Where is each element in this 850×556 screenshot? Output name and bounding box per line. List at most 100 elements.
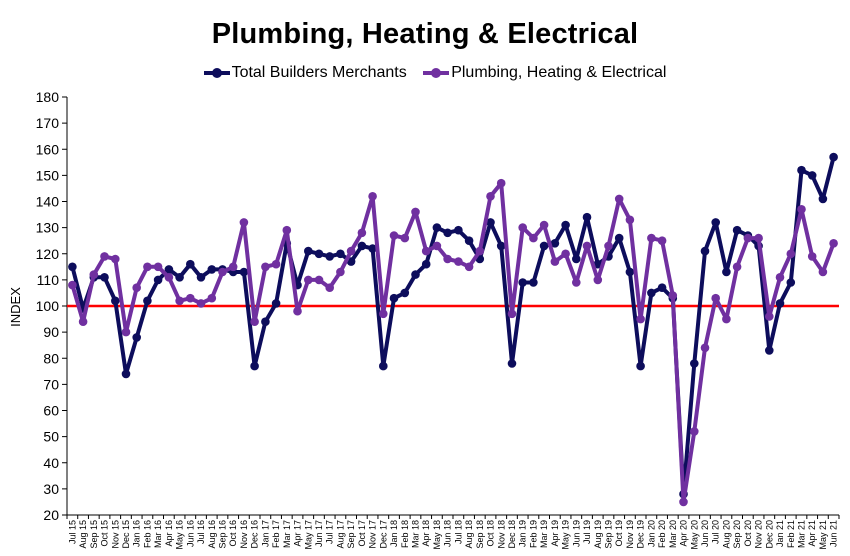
x-tick-label: Apr 19 [550, 520, 560, 547]
data-point-plumbing-heating-electrical [732, 262, 742, 272]
data-point-total-builders-merchants [529, 278, 538, 287]
data-point-total-builders-merchants [775, 299, 785, 308]
x-tick-label: Jun 21 [829, 520, 839, 547]
data-point-total-builders-merchants [368, 244, 377, 253]
x-tick-label: Nov 20 [754, 520, 764, 549]
x-tick-label: Dec 18 [507, 520, 517, 549]
x-tick-label: Jan 18 [389, 520, 399, 547]
data-point-plumbing-heating-electrical [143, 262, 152, 272]
x-tick-label: Mar 18 [410, 520, 420, 548]
data-point-plumbing-heating-electrical [368, 192, 377, 201]
series-plumbing-heating-electrical [68, 178, 838, 507]
data-point-plumbing-heating-electrical [818, 267, 828, 277]
data-point-total-builders-merchants [722, 267, 731, 277]
x-tick-label: Apr 21 [807, 520, 817, 547]
x-tick-label: Oct 18 [486, 520, 496, 547]
y-tick-label: 140 [36, 194, 60, 210]
data-point-plumbing-heating-electrical [293, 306, 302, 316]
data-point-plumbing-heating-electrical [572, 278, 581, 287]
x-tick-label: Jul 16 [196, 520, 206, 544]
data-point-plumbing-heating-electrical [111, 254, 120, 264]
data-point-total-builders-merchants [304, 246, 313, 256]
x-tick-label: May 18 [432, 520, 442, 550]
x-tick-label: Feb 21 [786, 520, 796, 548]
y-tick-label: 130 [36, 220, 60, 236]
data-point-plumbing-heating-electrical [775, 273, 785, 282]
data-point-plumbing-heating-electrical [196, 299, 206, 308]
data-point-total-builders-merchants [196, 273, 206, 282]
x-tick-label: Feb 17 [271, 520, 281, 548]
legend-label-total-builders-merchants: Total Builders Merchants [231, 64, 407, 81]
data-point-plumbing-heating-electrical [582, 241, 592, 251]
series-layer [68, 152, 838, 507]
y-tick-label: 110 [37, 272, 60, 288]
data-point-plumbing-heating-electrical [132, 283, 141, 293]
x-tick-label: Jul 18 [453, 520, 463, 544]
x-tick-label: Feb 19 [528, 520, 538, 548]
data-point-total-builders-merchants [357, 241, 367, 251]
x-tick-label: Oct 17 [357, 520, 367, 547]
data-point-plumbing-heating-electrical [186, 293, 195, 303]
x-tick-label: Jul 17 [325, 520, 335, 544]
data-point-total-builders-merchants [550, 239, 560, 248]
y-tick-label: 100 [36, 298, 60, 314]
y-tick-label: 180 [36, 89, 60, 105]
data-point-total-builders-merchants [539, 241, 549, 251]
data-point-plumbing-heating-electrical [829, 239, 838, 248]
data-point-plumbing-heating-electrical [807, 252, 817, 261]
y-tick-label: 70 [43, 376, 59, 392]
x-tick-label: Jan 21 [775, 520, 785, 547]
x-tick-label: May 19 [561, 520, 571, 550]
data-point-total-builders-merchants [690, 359, 699, 368]
x-tick-label: Jan 19 [518, 520, 528, 547]
x-tick-label: Mar 17 [282, 520, 292, 548]
data-point-total-builders-merchants [175, 273, 184, 282]
data-point-plumbing-heating-electrical [325, 283, 335, 293]
x-tick-label: Oct 20 [743, 520, 753, 547]
x-tick-label: Oct 16 [228, 520, 238, 547]
data-point-plumbing-heating-electrical [78, 317, 88, 327]
data-point-total-builders-merchants [121, 369, 131, 379]
data-point-plumbing-heating-electrical [700, 343, 710, 353]
data-point-total-builders-merchants [379, 361, 388, 371]
legend-label-plumbing-heating-electrical: Plumbing, Heating & Electrical [451, 64, 667, 81]
legend-marker-total-builders-merchants-icon [203, 68, 230, 78]
x-tick-label: Apr 18 [421, 520, 431, 547]
x-tick-label: Sep 17 [346, 520, 356, 549]
data-point-total-builders-merchants [411, 270, 420, 279]
data-point-plumbing-heating-electrical [529, 233, 538, 243]
data-point-plumbing-heating-electrical [336, 267, 345, 277]
data-point-total-builders-merchants [572, 254, 581, 264]
data-point-total-builders-merchants [143, 296, 152, 306]
y-tick-label: 50 [43, 429, 59, 445]
x-tick-label: Jun 18 [443, 520, 453, 547]
y-tick-label: 30 [43, 481, 59, 497]
x-tick-label: Jul 19 [582, 520, 592, 544]
data-point-total-builders-merchants [271, 299, 281, 308]
data-point-plumbing-heating-electrical [346, 246, 356, 256]
data-point-total-builders-merchants [325, 252, 335, 261]
x-tick-label: Jun 16 [185, 520, 195, 547]
x-tick-label: Dec 16 [250, 520, 260, 549]
data-point-total-builders-merchants [732, 225, 742, 235]
data-point-plumbing-heating-electrical [647, 233, 656, 243]
data-point-total-builders-merchants [443, 228, 452, 238]
x-tick-label: Jul 15 [67, 520, 77, 544]
data-point-plumbing-heating-electrical [593, 275, 603, 285]
x-tick-label: Aug 17 [335, 520, 345, 549]
data-point-total-builders-merchants [314, 249, 324, 259]
data-point-plumbing-heating-electrical [164, 273, 174, 282]
x-tick-label: Jan 17 [260, 520, 270, 547]
data-point-plumbing-heating-electrical [722, 314, 731, 324]
x-tick-label: Mar 21 [796, 520, 806, 548]
data-point-plumbing-heating-electrical [207, 293, 217, 303]
data-point-plumbing-heating-electrical [421, 246, 431, 256]
x-tick-label: Dec 20 [764, 520, 774, 549]
x-tick-label: Mar 20 [668, 520, 678, 548]
x-tick-label: Mar 16 [153, 520, 163, 548]
data-point-plumbing-heating-electrical [68, 280, 77, 290]
data-point-plumbing-heating-electrical [218, 267, 227, 277]
data-point-plumbing-heating-electrical [496, 178, 506, 188]
data-point-total-builders-merchants [786, 278, 796, 287]
